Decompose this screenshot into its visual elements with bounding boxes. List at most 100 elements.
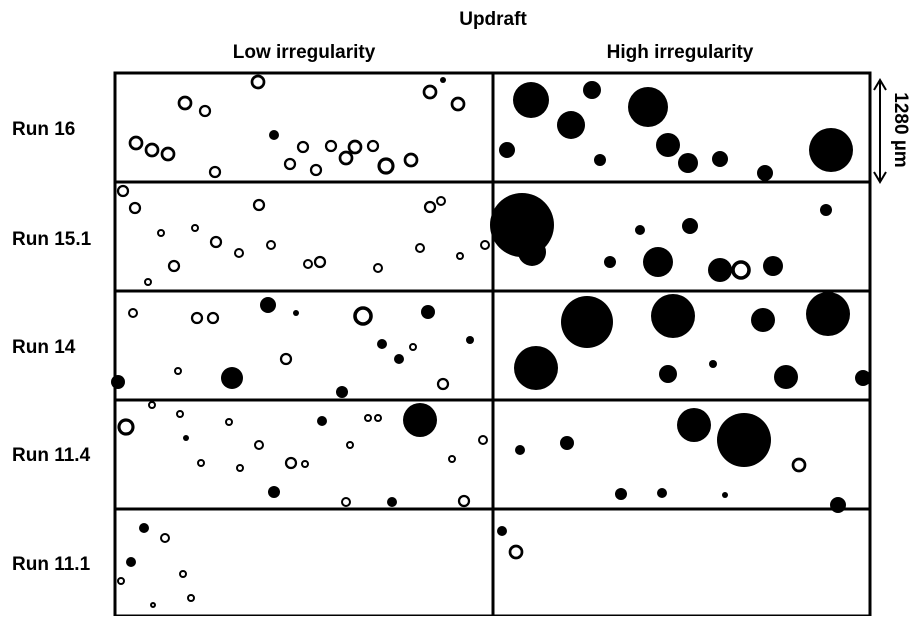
ring-particle: [366, 139, 380, 153]
ring-particle: [415, 243, 425, 253]
solid-particle: [659, 365, 677, 383]
ring-particle: [177, 95, 193, 111]
solid-particle: [518, 238, 546, 266]
solid-particle: [635, 225, 645, 235]
solid-particle: [615, 488, 627, 500]
ring-particle: [116, 184, 130, 198]
ring-particle: [160, 533, 170, 543]
ring-particle: [225, 418, 233, 426]
solid-particle: [709, 360, 717, 368]
ring-particle: [347, 139, 363, 155]
solid-particle: [111, 375, 125, 389]
solid-particle: [513, 82, 549, 118]
ring-particle: [208, 165, 222, 179]
solid-particle: [656, 133, 680, 157]
ring-particle: [197, 459, 205, 467]
ring-particle: [377, 157, 395, 175]
solid-particle: [643, 247, 673, 277]
row-label: Run 11.1: [12, 554, 91, 575]
solid-particle: [514, 346, 558, 390]
ring-particle: [436, 377, 450, 391]
solid-particle: [751, 308, 775, 332]
ring-particle: [190, 311, 204, 325]
ring-particle: [191, 224, 199, 232]
row-label: Run 16: [12, 119, 75, 140]
ring-particle: [364, 414, 372, 422]
solid-particle: [440, 77, 446, 83]
solid-particle: [678, 153, 698, 173]
ring-particle: [206, 311, 220, 325]
ring-particle: [346, 441, 354, 449]
ring-particle: [436, 196, 446, 206]
solid-particle: [820, 204, 832, 216]
solid-particle: [394, 354, 404, 364]
solid-particle: [421, 305, 435, 319]
ring-particle: [167, 259, 181, 273]
solid-particle: [387, 497, 397, 507]
solid-particle: [499, 142, 515, 158]
ring-particle: [198, 104, 212, 118]
ring-particle: [423, 200, 437, 214]
ring-particle: [234, 248, 244, 258]
ring-particle: [150, 602, 156, 608]
ring-particle: [176, 410, 184, 418]
solid-particle: [855, 370, 871, 386]
solid-particle: [830, 497, 846, 513]
column-header: Low irregularity: [233, 42, 376, 63]
solid-particle: [651, 294, 695, 338]
ring-particle: [254, 440, 264, 450]
solid-particle: [317, 416, 327, 426]
solid-particle: [717, 413, 771, 467]
ring-particle: [478, 435, 488, 445]
ring-particle: [128, 201, 142, 215]
solid-particle: [377, 339, 387, 349]
solid-particle: [126, 557, 136, 567]
panel-grid: [113, 71, 872, 618]
solid-particle: [774, 365, 798, 389]
ring-particle: [157, 229, 165, 237]
solid-particle: [269, 130, 279, 140]
solid-particle: [809, 128, 853, 172]
solid-particle: [583, 81, 601, 99]
solid-particle: [293, 310, 299, 316]
ring-particle: [731, 260, 751, 280]
scale-label: 1280 µm: [890, 92, 911, 167]
solid-particle: [657, 488, 667, 498]
figure-title: Updraft: [459, 9, 527, 30]
ring-particle: [409, 343, 417, 351]
solid-particle: [763, 256, 783, 276]
ring-particle: [374, 414, 382, 422]
ring-particle: [338, 150, 354, 166]
solid-particle: [139, 523, 149, 533]
ring-particle: [148, 401, 156, 409]
solid-particle: [682, 218, 698, 234]
ring-particle: [480, 240, 490, 250]
ring-particle: [284, 456, 298, 470]
solid-particle: [561, 296, 613, 348]
ring-particle: [456, 252, 464, 260]
ring-particle: [144, 278, 152, 286]
ring-particle: [450, 96, 466, 112]
solid-particle: [594, 154, 606, 166]
ring-particle: [791, 457, 807, 473]
ring-particle: [250, 74, 266, 90]
ring-particle: [174, 367, 182, 375]
ring-particle: [301, 460, 309, 468]
solid-particle: [336, 386, 348, 398]
scale-arrow: [873, 171, 887, 184]
ring-particle: [160, 146, 176, 162]
solid-particle: [268, 486, 280, 498]
ring-particle: [179, 570, 187, 578]
ring-particle: [117, 418, 135, 436]
solid-particle: [497, 526, 507, 536]
scale-arrow: [873, 78, 887, 91]
ring-particle: [128, 308, 138, 318]
ring-particle: [508, 544, 524, 560]
ring-particle: [236, 464, 244, 472]
solid-particle: [677, 408, 711, 442]
solid-particle: [221, 367, 243, 389]
ring-particle: [324, 139, 338, 153]
solid-particle: [712, 151, 728, 167]
